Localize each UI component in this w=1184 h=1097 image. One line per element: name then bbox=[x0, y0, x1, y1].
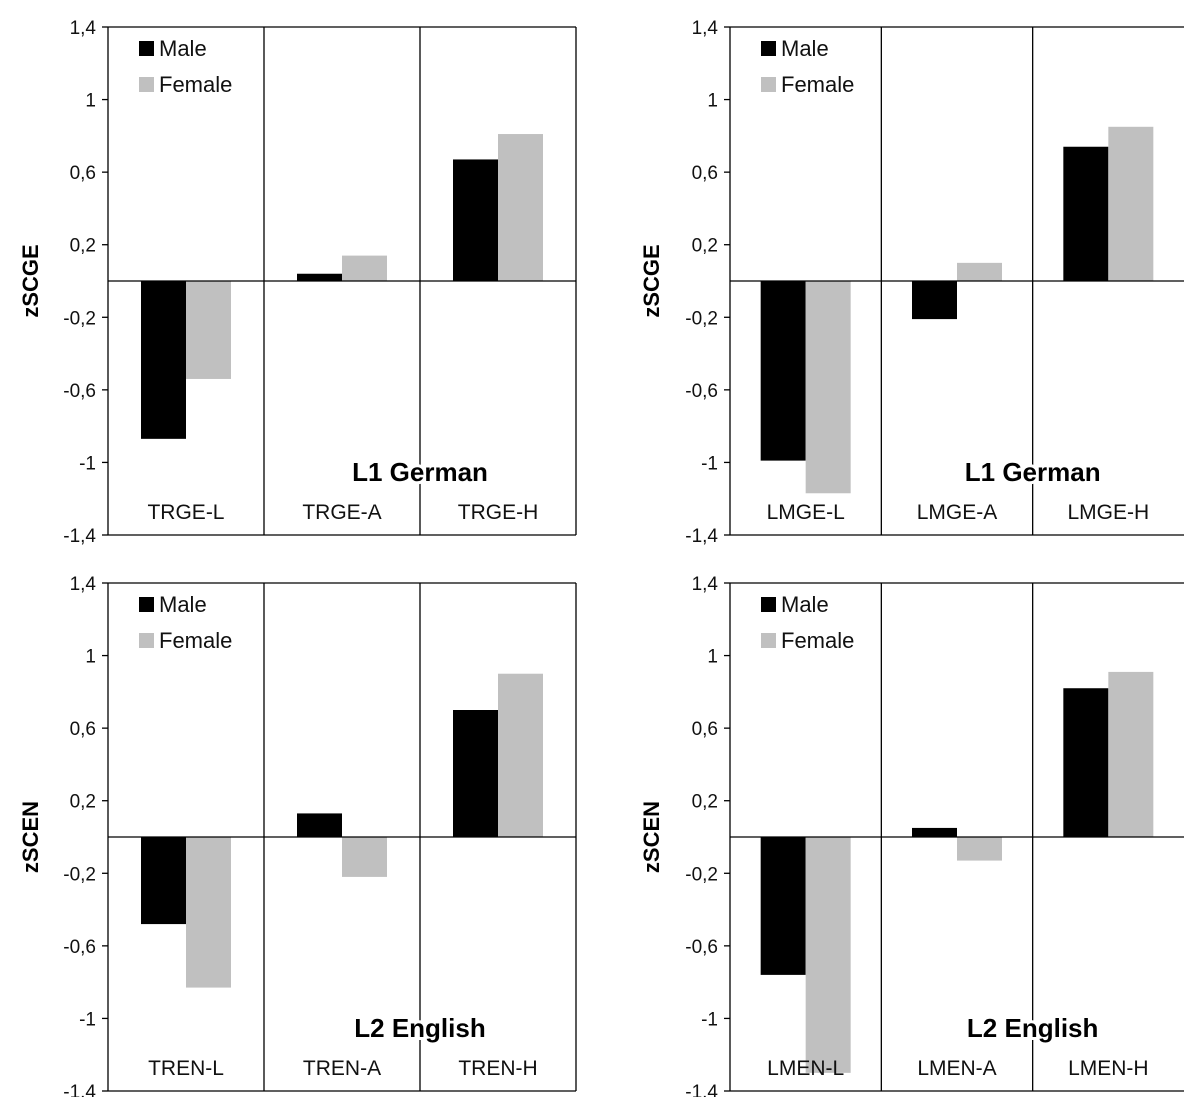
y-tick-label: -0,2 bbox=[685, 308, 718, 329]
bar-male bbox=[297, 273, 342, 281]
y-tick-label: -0,6 bbox=[63, 937, 96, 958]
category-label: LMEN-H bbox=[1068, 1057, 1149, 1080]
legend-label: Male bbox=[781, 36, 829, 61]
y-tick-label: 0,6 bbox=[70, 719, 96, 740]
y-tick-label: -0,2 bbox=[63, 864, 96, 885]
bar-male bbox=[1063, 688, 1109, 837]
category-label: LMGE-H bbox=[1067, 501, 1149, 524]
y-tick-label: 1 bbox=[707, 91, 718, 112]
chart-panel: 1,4 1 0,6 0,2 -0,2 -0,6 -1 -1,4 zSCEN LMEN-L LMEN-… bbox=[639, 574, 1184, 1097]
legend-swatch-male bbox=[139, 597, 154, 612]
chart-panel: 1,4 1 0,6 0,2 -0,2 -0,6 -1 -1,4 zSCGE LMGE-L LMGE-… bbox=[639, 18, 1184, 547]
y-tick-label: 1,4 bbox=[70, 18, 97, 39]
bar-male bbox=[141, 281, 186, 439]
bar-male bbox=[453, 710, 498, 837]
legend-label: Female bbox=[781, 628, 854, 653]
bar-female bbox=[498, 134, 543, 281]
category-label: TRGE-L bbox=[147, 501, 224, 524]
legend-swatch-female bbox=[139, 633, 154, 648]
y-tick-label: 0,6 bbox=[692, 163, 718, 184]
legend-swatch-female bbox=[761, 633, 776, 648]
category-label: TRGE-A bbox=[302, 501, 381, 524]
bar-male bbox=[760, 837, 806, 975]
y-axis-title: zSCEN bbox=[18, 801, 43, 873]
y-tick-label: -0,6 bbox=[63, 381, 96, 402]
y-tick-label: -1 bbox=[79, 453, 96, 474]
bar-male bbox=[1063, 146, 1109, 281]
y-tick-label: 0,2 bbox=[692, 792, 718, 813]
bar-female bbox=[342, 837, 387, 877]
bar-female bbox=[342, 255, 387, 281]
y-tick-label: 0,2 bbox=[70, 792, 96, 813]
y-tick-label: -0,6 bbox=[685, 381, 718, 402]
panel-label: L2 English bbox=[354, 1013, 485, 1043]
y-tick-label: 1,4 bbox=[692, 18, 719, 39]
legend-label: Male bbox=[159, 592, 207, 617]
bar-female bbox=[1108, 126, 1154, 282]
y-tick-label: 0,2 bbox=[692, 236, 718, 257]
category-label: TRGE-H bbox=[458, 501, 539, 524]
category-label: TREN-A bbox=[303, 1057, 381, 1080]
legend-swatch-female bbox=[139, 77, 154, 92]
category-label: TREN-L bbox=[148, 1057, 224, 1080]
legend-label: Male bbox=[781, 592, 829, 617]
bar-female bbox=[805, 837, 851, 1073]
y-tick-label: -0,2 bbox=[63, 308, 96, 329]
y-tick-label: -0,2 bbox=[685, 864, 718, 885]
bar-female bbox=[186, 281, 231, 379]
category-label: LMEN-A bbox=[917, 1057, 996, 1080]
category-label: TREN-H bbox=[458, 1057, 537, 1080]
y-tick-label: -1,4 bbox=[63, 1082, 96, 1097]
legend-label: Female bbox=[159, 628, 232, 653]
y-tick-label: 1 bbox=[707, 647, 718, 668]
category-label: LMGE-A bbox=[917, 501, 998, 524]
category-label: LMEN-L bbox=[767, 1057, 844, 1080]
bar-male bbox=[453, 159, 498, 281]
panel-label: L1 German bbox=[352, 457, 488, 487]
y-tick-label: 0,2 bbox=[70, 236, 96, 257]
bar-female bbox=[957, 262, 1002, 281]
y-tick-label: -0,6 bbox=[685, 937, 718, 958]
bar-male bbox=[297, 813, 342, 837]
bar-male bbox=[141, 837, 186, 925]
legend-label: Male bbox=[159, 36, 207, 61]
bar-female bbox=[186, 837, 231, 988]
y-tick-label: 1 bbox=[85, 91, 96, 112]
panel-label: L1 German bbox=[965, 457, 1101, 487]
bar-male bbox=[912, 281, 957, 320]
bar-female bbox=[498, 673, 543, 837]
legend-swatch-female bbox=[761, 77, 776, 92]
y-tick-label: -1,4 bbox=[685, 526, 718, 547]
y-tick-label: 0,6 bbox=[70, 163, 96, 184]
category-label: LMGE-L bbox=[767, 501, 845, 524]
bar-male bbox=[912, 827, 957, 837]
y-tick-label: -1,4 bbox=[63, 526, 96, 547]
y-tick-label: 1 bbox=[85, 647, 96, 668]
y-tick-label: -1 bbox=[79, 1009, 96, 1030]
y-axis-title: zSCGE bbox=[18, 244, 43, 317]
bar-female bbox=[1108, 671, 1154, 837]
chart-panel: 1,4 1 0,6 0,2 -0,2 -0,6 -1 -1,4 zSCEN TREN-L TREN-… bbox=[18, 574, 577, 1097]
y-tick-label: -1 bbox=[701, 453, 718, 474]
legend-label: Female bbox=[781, 72, 854, 97]
y-tick-label: -1 bbox=[701, 1009, 718, 1030]
y-tick-label: 0,6 bbox=[692, 719, 718, 740]
bar-female bbox=[805, 281, 851, 494]
legend-swatch-male bbox=[139, 41, 154, 56]
y-tick-label: 1,4 bbox=[692, 574, 719, 595]
y-axis-title: zSCGE bbox=[639, 244, 664, 317]
bar-male bbox=[760, 281, 806, 461]
legend-swatch-male bbox=[761, 41, 776, 56]
legend-swatch-male bbox=[761, 597, 776, 612]
chart-panel: 1,4 1 0,6 0,2 -0,2 -0,6 -1 -1,4 zSCGE TRGE-L TRGE-… bbox=[18, 18, 577, 547]
y-tick-label: -1,4 bbox=[685, 1082, 718, 1097]
legend-label: Female bbox=[159, 72, 232, 97]
y-tick-label: 1,4 bbox=[70, 574, 97, 595]
bar-female bbox=[957, 837, 1002, 861]
y-axis-title: zSCEN bbox=[639, 801, 664, 873]
panel-label: L2 English bbox=[967, 1013, 1098, 1043]
